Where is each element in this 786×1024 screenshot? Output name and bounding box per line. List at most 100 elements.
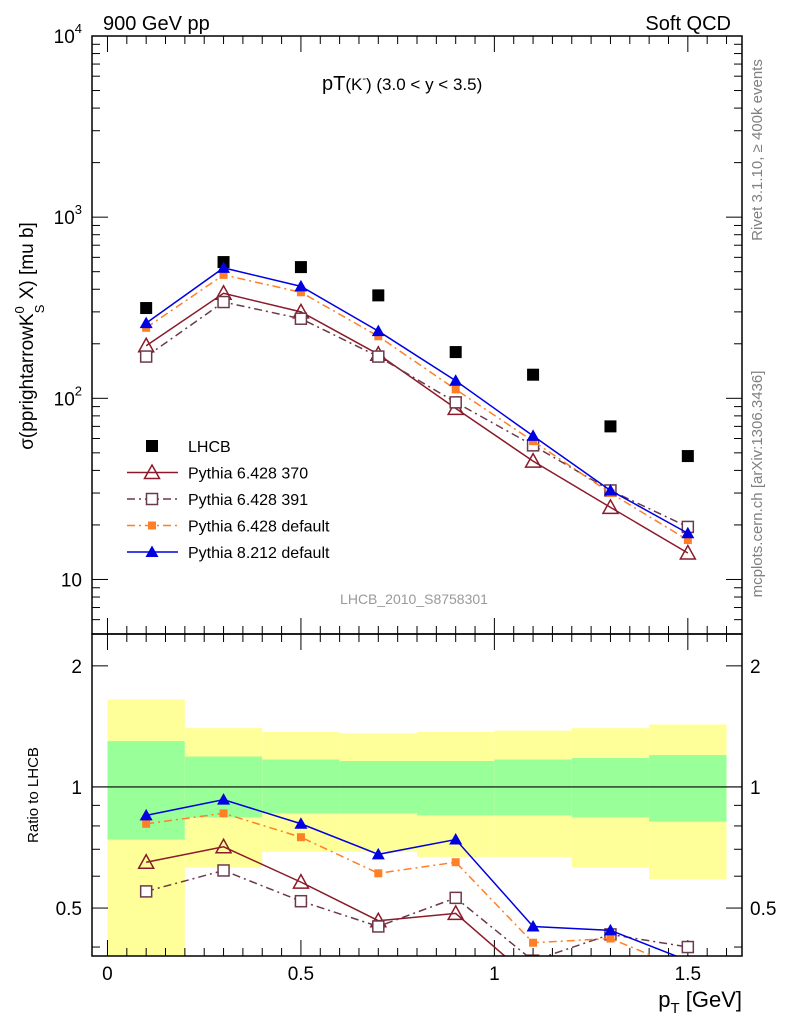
plot-title-particle: (K xyxy=(345,75,363,94)
main-point-lhcb-5 xyxy=(527,368,540,381)
main-point-py391-4 xyxy=(449,396,462,409)
ratio-point-py370-2 xyxy=(292,873,310,889)
main-point-py8-2 xyxy=(294,279,308,292)
main-point-py391-2 xyxy=(294,312,308,325)
main-series-layer xyxy=(137,256,697,560)
main-line-pydef xyxy=(145,274,689,541)
main-ylabel-prefix: σ(pprightarrowK xyxy=(17,313,38,450)
main-point-py391-3 xyxy=(372,350,385,363)
ratio-point-py391-4 xyxy=(449,891,462,905)
ratio-point-py8-4 xyxy=(449,833,463,845)
ratio-point-pydef-3 xyxy=(374,869,383,878)
plot-title: pT(K-) (3.0 < y < 3.5) xyxy=(322,73,482,95)
main-point-py8-0 xyxy=(139,316,153,329)
main-ylabel-sup: 0 xyxy=(12,306,27,313)
ratio-point-py391-3 xyxy=(372,920,385,933)
main-point-py391-1 xyxy=(217,295,230,309)
header-left: 900 GeV pp xyxy=(103,13,210,35)
main-ylabel-sub: S xyxy=(32,304,47,313)
xlabel-main: p xyxy=(658,987,670,1012)
ratio-point-py391-1 xyxy=(217,864,230,877)
ratio-point-py370-6 xyxy=(603,963,618,977)
main-point-pydef-5 xyxy=(529,437,538,446)
xtick-label-2: 1 xyxy=(489,964,500,985)
ratio-point-py370-1 xyxy=(214,837,233,854)
ratio-line-py8 xyxy=(146,798,678,956)
main-point-py8-7 xyxy=(681,526,695,539)
ratio-point-py370-4 xyxy=(446,904,465,921)
band-inner-4 xyxy=(417,761,495,816)
ratio-error-bands xyxy=(107,699,727,956)
ratio-point-py391-0 xyxy=(139,885,153,898)
main-point-py8-3 xyxy=(371,324,385,337)
legend: LHCB Pythia 6.428 370 Pythia 6.428 391 Pyth… xyxy=(127,439,330,562)
ratio-point-py8-6 xyxy=(603,923,617,936)
main-ytick-label-3: 104 xyxy=(54,21,82,48)
legend-marker-py8 xyxy=(145,545,159,557)
xtick-label-3: 1.5 xyxy=(675,964,701,985)
svg-text:pT(K-) (3.0 < y < 3.5): pT(K-) (3.0 < y < 3.5) xyxy=(322,73,482,95)
main-point-lhcb-0 xyxy=(140,302,153,315)
main-ytick-label-1: 102 xyxy=(54,383,82,410)
legend-marker-py370 xyxy=(143,463,161,480)
main-point-lhcb-3 xyxy=(372,289,385,302)
legend-label-py391: Pythia 6.428 391 xyxy=(188,492,308,509)
main-line-py8 xyxy=(145,267,689,534)
ratio-y-axis-label: Ratio to LHCB xyxy=(25,747,42,843)
legend-marker-pydef xyxy=(148,521,156,530)
ratio-point-py8-0 xyxy=(139,808,153,821)
main-point-pydef-2 xyxy=(296,288,305,297)
main-point-pydef-3 xyxy=(374,332,383,341)
legend-label-pydef: Pythia 6.428 default xyxy=(188,519,330,536)
ratio-line-py370 xyxy=(146,846,506,956)
ratio-ytick-label-right-0: 0.5 xyxy=(750,899,776,920)
main-axis-ticks: 10 102 103 104 xyxy=(54,21,742,635)
analysis-id: LHCB_2010_S8758301 xyxy=(340,591,488,607)
main-ytick-label-2: 103 xyxy=(54,202,82,229)
main-line-py370 xyxy=(145,292,689,554)
main-y-axis-label: σ(pprightarrowK0 S X) [mu b] xyxy=(12,222,47,450)
ratio-line-py391 xyxy=(145,869,688,956)
legend-marker-lhcb xyxy=(146,440,158,452)
legend-label-py370: Pythia 6.428 370 xyxy=(188,466,308,483)
mcplots-label: mcplots.cern.ch [arXiv:1306.3436] xyxy=(749,371,766,598)
band-inner-6 xyxy=(571,758,650,818)
main-point-py391-0 xyxy=(139,350,153,363)
plot-title-range: ) (3.0 < y < 3.5) xyxy=(366,75,482,94)
ratio-point-pydef-2 xyxy=(296,833,305,842)
ratio-ytick-label-right-1: 1 xyxy=(750,778,761,799)
xlabel-unit: [GeV] xyxy=(680,987,742,1012)
ratio-line-pydef xyxy=(146,812,655,956)
main-point-py8-4 xyxy=(449,374,463,386)
x-axis-label: pT [GeV] xyxy=(658,987,742,1017)
ratio-series-layer xyxy=(137,793,695,987)
main-point-pydef-4 xyxy=(451,385,460,394)
ratio-ytick-label-2: 2 xyxy=(71,657,82,678)
ratio-point-py391-2 xyxy=(294,894,308,908)
ratio-point-py370-5 xyxy=(526,973,541,987)
main-point-lhcb-6 xyxy=(604,420,617,433)
main-point-py8-1 xyxy=(217,261,231,273)
legend-label-lhcb: LHCB xyxy=(188,439,231,456)
plot-title-main: pT xyxy=(322,73,345,95)
main-ylabel-suffix: X) [mu b] xyxy=(17,222,38,304)
main-point-pydef-1 xyxy=(219,270,228,279)
legend-marker-py391 xyxy=(145,492,159,506)
ratio-ytick-label-right-2: 2 xyxy=(750,657,761,678)
plot-title-sup: - xyxy=(362,73,366,85)
ratio-point-py370-0 xyxy=(137,853,155,869)
xlabel-sub: T xyxy=(670,1000,679,1017)
ratio-ytick-label-1: 1 xyxy=(71,778,82,799)
svg-text:pT [GeV]: pT [GeV] xyxy=(658,987,742,1017)
main-point-py370-5 xyxy=(524,452,542,468)
ratio-axis-ticks: 0.5 0.5 1 1 2 2 0 0.5 1 1.5 xyxy=(56,634,776,985)
ratio-point-pydef-0 xyxy=(142,819,151,828)
ratio-ytick-label-0: 0.5 xyxy=(56,899,82,920)
main-point-py370-7 xyxy=(679,543,697,560)
ratio-point-py8-5 xyxy=(526,919,540,932)
legend-label-py8: Pythia 8.212 default xyxy=(188,545,330,562)
main-point-py370-6 xyxy=(601,498,620,515)
xtick-label-1: 0.5 xyxy=(288,964,314,985)
